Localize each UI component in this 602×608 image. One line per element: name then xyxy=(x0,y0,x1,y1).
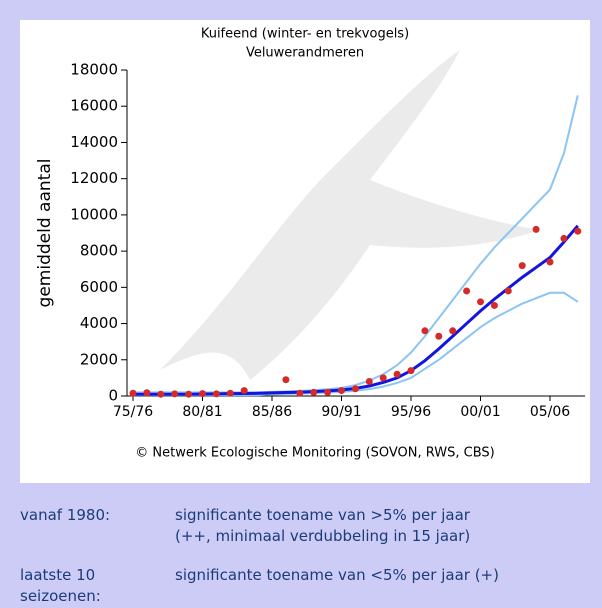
x-tick-label: 00/01 xyxy=(460,404,500,420)
x-tick-label: 90/91 xyxy=(321,404,361,420)
source: © Netwerk Ecologische Monitoring (SOVON,… xyxy=(135,446,494,461)
data-point xyxy=(477,298,484,306)
data-point xyxy=(240,387,248,395)
data-point xyxy=(518,262,526,270)
x-tick-label: 95/96 xyxy=(391,404,431,420)
data-point xyxy=(449,327,457,335)
y-tick-label: 6000 xyxy=(80,278,118,296)
y-tick-label: 4000 xyxy=(80,314,118,332)
data-point xyxy=(379,374,387,382)
data-point xyxy=(532,225,540,233)
data-point xyxy=(226,389,234,397)
y-tick-label: 18000 xyxy=(70,61,118,79)
data-point xyxy=(435,332,443,340)
data-point xyxy=(324,388,332,396)
x-tick-label: 05/06 xyxy=(530,404,570,420)
data-point xyxy=(365,378,373,386)
data-point xyxy=(546,258,554,266)
y-tick-label: 2000 xyxy=(80,350,118,368)
data-point xyxy=(185,390,193,398)
data-point xyxy=(421,327,429,335)
data-point xyxy=(351,385,359,393)
y-tick-label: 10000 xyxy=(70,205,118,223)
y-tick-label: 16000 xyxy=(70,97,118,115)
y-tick-label: 0 xyxy=(108,387,118,405)
note-label: vanaf 1980: xyxy=(20,506,111,524)
data-point xyxy=(129,389,137,397)
data-point xyxy=(296,389,304,397)
data-point xyxy=(393,370,401,378)
data-point xyxy=(504,287,512,295)
data-point xyxy=(338,387,345,395)
y-tick-label: 14000 xyxy=(70,133,118,151)
x-tick-label: 85/86 xyxy=(252,404,292,420)
data-point xyxy=(143,389,151,397)
data-point xyxy=(282,376,290,384)
data-point xyxy=(171,390,179,398)
note-label: laatste 10 seizoenen: xyxy=(20,566,101,605)
note-text: (++, minimaal verdubbeling in 15 jaar) xyxy=(175,527,471,545)
chart-subtitle: Veluwerandmeren xyxy=(246,46,364,61)
x-tick-label: 80/81 xyxy=(182,404,222,420)
x-tick-label: 75/76 xyxy=(113,404,153,420)
y-axis-label: gemiddeld aantal xyxy=(35,159,55,308)
data-point xyxy=(463,287,471,295)
data-point xyxy=(157,390,165,398)
swallow-silhouette xyxy=(160,50,540,380)
data-point xyxy=(560,234,568,242)
data-point xyxy=(212,390,220,398)
chart: Kuifeend (winter- en trekvogels) Veluwer… xyxy=(20,20,590,483)
y-tick-label: 12000 xyxy=(70,169,118,187)
note-text: significante toename van <5% per jaar (+… xyxy=(175,566,499,584)
data-point xyxy=(199,390,206,398)
note-text: significante toename van >5% per jaar xyxy=(175,506,470,524)
data-point xyxy=(490,301,498,309)
chart-title: Kuifeend (winter- en trekvogels) xyxy=(201,27,409,42)
data-point xyxy=(574,227,582,235)
data-point xyxy=(407,367,415,375)
y-tick-label: 8000 xyxy=(80,242,118,260)
series-line xyxy=(133,95,579,394)
data-point xyxy=(310,388,318,396)
